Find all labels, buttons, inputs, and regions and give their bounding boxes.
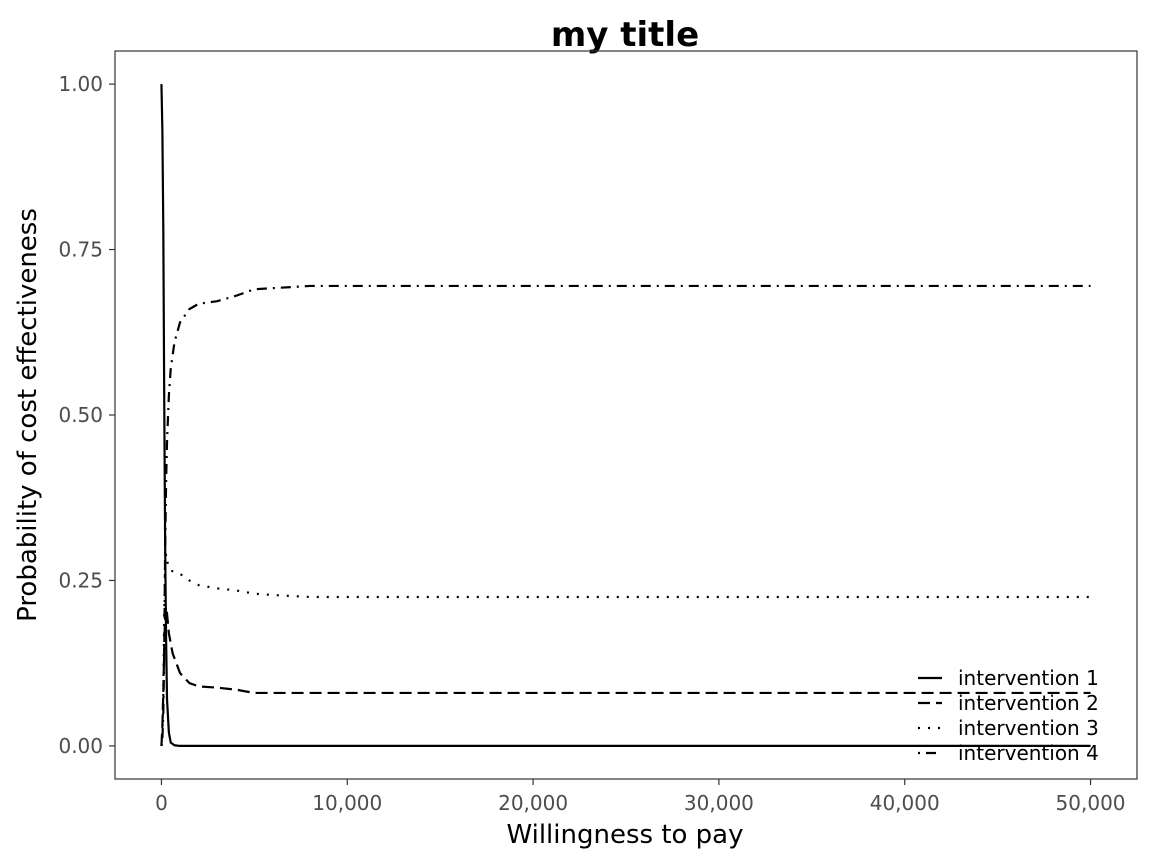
x-tick-label: 10,000 [312, 791, 382, 815]
x-axis-title: Willingness to pay [506, 820, 743, 850]
chart-title: my title [551, 15, 699, 55]
x-axis: 0 10,000 20,000 30,000 40,000 50,000 [155, 779, 1126, 815]
series-line-1 [160, 84, 1091, 748]
y-tick-label: 0.50 [58, 403, 103, 427]
legend-label-2: intervention 2 [958, 691, 1099, 715]
y-axis-title: Probability of cost effectiveness [13, 208, 43, 622]
x-tick-label: 0 [155, 791, 168, 815]
y-tick-label: 0.75 [58, 238, 103, 262]
y-tick-label: 1.00 [58, 72, 103, 96]
series-layer [160, 84, 1091, 748]
x-tick-label: 40,000 [870, 791, 940, 815]
x-tick-label: 50,000 [1056, 791, 1126, 815]
y-axis: 0.00 0.25 0.50 0.75 1.00 [58, 72, 115, 758]
legend-label-4: intervention 4 [958, 741, 1099, 765]
x-tick-label: 20,000 [498, 791, 568, 815]
legend-label-3: intervention 3 [958, 716, 1099, 740]
legend-label-1: intervention 1 [958, 666, 1099, 690]
x-tick-label: 30,000 [684, 791, 754, 815]
y-tick-label: 0.25 [58, 568, 103, 592]
series-line-4 [160, 284, 1091, 747]
y-tick-label: 0.00 [58, 734, 103, 758]
